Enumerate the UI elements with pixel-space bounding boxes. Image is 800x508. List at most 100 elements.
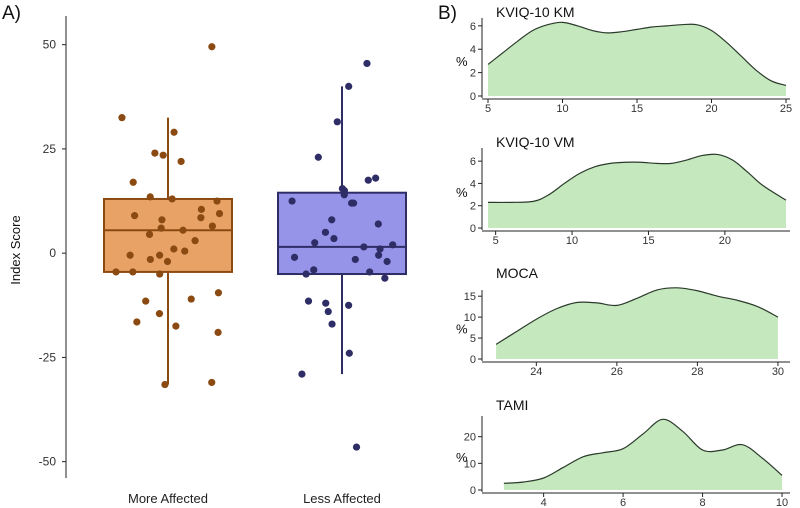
data-point bbox=[290, 253, 299, 261]
data-point bbox=[328, 216, 336, 224]
data-point bbox=[310, 266, 318, 274]
density-x-tick-label: 15 bbox=[642, 235, 654, 247]
data-point bbox=[304, 297, 313, 305]
data-point bbox=[328, 320, 336, 328]
data-point bbox=[129, 268, 137, 276]
data-point bbox=[352, 443, 361, 451]
data-point bbox=[345, 82, 353, 90]
density-x-tick-label: 5 bbox=[493, 235, 499, 247]
data-point bbox=[197, 214, 205, 222]
density-y-tick-label: 2 bbox=[470, 201, 476, 213]
density-panel: MOCA% 0 5 10 15 24 26 28 30 bbox=[456, 265, 790, 378]
density-area bbox=[488, 154, 786, 228]
data-point bbox=[363, 59, 371, 68]
density-x-tick-label: 28 bbox=[691, 366, 703, 378]
data-point bbox=[351, 255, 359, 264]
density-x-tick-label: 24 bbox=[530, 366, 542, 378]
data-point bbox=[133, 318, 141, 326]
density-y-label: % bbox=[456, 450, 468, 465]
data-point bbox=[168, 195, 176, 203]
density-title: KVIQ-10 KM bbox=[496, 4, 575, 20]
density-y-tick-label: 4 bbox=[470, 178, 476, 190]
density-y-tick-label: 2 bbox=[470, 68, 476, 80]
density-x-tick-label: 10 bbox=[566, 235, 578, 247]
density-curve bbox=[487, 153, 787, 204]
density-x-tick-label: 8 bbox=[699, 497, 705, 508]
data-point bbox=[345, 301, 353, 309]
data-point bbox=[208, 378, 216, 387]
data-point bbox=[213, 197, 221, 205]
data-point bbox=[333, 118, 341, 126]
data-point bbox=[157, 224, 165, 232]
data-point bbox=[170, 128, 178, 136]
data-point bbox=[374, 220, 382, 228]
data-point bbox=[311, 239, 319, 247]
data-point bbox=[360, 243, 368, 251]
data-point bbox=[197, 205, 206, 213]
density-title: MOCA bbox=[496, 265, 539, 281]
boxplot: 50 25 0 -25 -50 More Affected Less Affected bbox=[39, 38, 407, 506]
density-curve bbox=[503, 418, 783, 484]
density-y-tick-label: 10 bbox=[464, 458, 476, 470]
data-point bbox=[177, 157, 185, 166]
boxplot-y-tick-label: 50 bbox=[43, 38, 57, 52]
data-point bbox=[131, 212, 139, 220]
data-point bbox=[146, 255, 154, 264]
data-point bbox=[191, 237, 199, 245]
density-y-tick-label: 0 bbox=[470, 91, 476, 103]
density-x-tick-label: 15 bbox=[631, 103, 643, 115]
data-point bbox=[158, 216, 166, 224]
density-x-tick-label: 25 bbox=[780, 103, 792, 115]
data-point bbox=[155, 310, 164, 318]
data-point bbox=[321, 228, 330, 236]
data-point bbox=[383, 257, 391, 266]
data-point bbox=[126, 251, 134, 259]
density-area bbox=[488, 22, 786, 96]
density-y-tick-label: 20 bbox=[464, 432, 476, 444]
data-point bbox=[163, 257, 172, 266]
data-point bbox=[340, 191, 348, 199]
data-point bbox=[156, 251, 164, 259]
density-panel: KVIQ-10 KM% 0 2 4 6 5 10 15 20 25 bbox=[456, 4, 792, 115]
density-x-tick-label: 4 bbox=[541, 497, 547, 508]
boxplot-y-tick-label: 0 bbox=[49, 246, 56, 260]
data-point bbox=[375, 251, 383, 259]
data-point bbox=[364, 176, 372, 184]
data-point bbox=[349, 199, 358, 207]
data-point bbox=[142, 297, 150, 305]
density-y-label: % bbox=[456, 185, 468, 200]
density-y-tick-label: 6 bbox=[470, 21, 476, 33]
density-y-tick-label: 15 bbox=[464, 291, 476, 303]
density-x-tick-label: 30 bbox=[772, 366, 784, 378]
data-point bbox=[129, 178, 137, 186]
data-point bbox=[215, 209, 224, 218]
data-point bbox=[187, 295, 195, 303]
density-y-tick-label: 6 bbox=[470, 156, 476, 168]
data-point bbox=[302, 270, 310, 278]
boxplot-y-tick-label: -25 bbox=[39, 350, 57, 364]
density-x-tick-label: 10 bbox=[556, 103, 568, 115]
boxplot-y-axis-title: Index Score bbox=[8, 215, 23, 284]
data-point bbox=[345, 349, 353, 357]
data-point bbox=[214, 289, 223, 297]
boxplot-y-tick-label: -50 bbox=[39, 455, 57, 469]
density-panel: KVIQ-10 VM% 0 2 4 6 5 10 15 20 bbox=[456, 134, 790, 247]
density-area bbox=[503, 419, 783, 490]
data-point bbox=[179, 226, 187, 234]
density-x-tick-label: 5 bbox=[485, 103, 491, 115]
data-point bbox=[298, 370, 306, 378]
density-y-label: % bbox=[456, 54, 468, 69]
data-point bbox=[208, 222, 216, 230]
density-curve bbox=[487, 21, 787, 87]
density-x-tick-label: 10 bbox=[776, 497, 788, 508]
boxplot-y-tick-label: 25 bbox=[43, 142, 57, 156]
panel-a-label: A) bbox=[2, 3, 21, 24]
density-y-tick-label: 4 bbox=[470, 44, 476, 56]
data-point bbox=[156, 270, 164, 278]
density-x-tick-label: 20 bbox=[705, 103, 717, 115]
data-point bbox=[322, 299, 330, 307]
data-point bbox=[208, 43, 216, 51]
density-title: KVIQ-10 VM bbox=[496, 134, 575, 150]
